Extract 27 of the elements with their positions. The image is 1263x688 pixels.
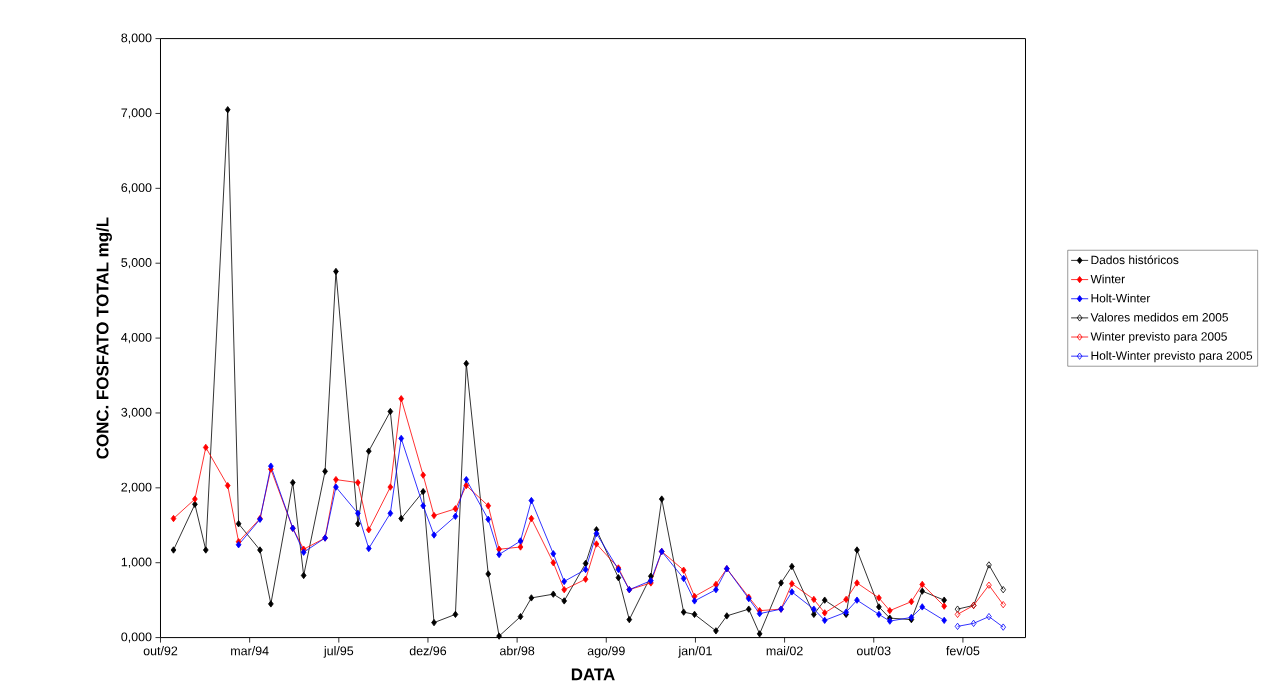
legend-label: Winter (1090, 274, 1125, 284)
y-axis-title: CONC. FOSFATO TOTAL mg/L (96, 217, 112, 459)
y-tick-label: 7,000 (121, 108, 152, 119)
legend-label: Valores medidos em 2005 (1090, 312, 1228, 322)
legend-label: Winter previsto para 2005 (1090, 331, 1227, 344)
x-tick-label: mar/94 (231, 646, 269, 656)
x-tick-label: jul/95 (323, 646, 354, 658)
legend-label: Dados históricos (1091, 255, 1179, 265)
y-tick-label: 0,000 (121, 632, 152, 643)
y-tick-label: 2,000 (121, 482, 152, 493)
x-tick-label: mai/02 (766, 646, 803, 656)
y-tick-label: 3,000 (121, 407, 152, 419)
y-tick-label: 5,000 (121, 258, 152, 269)
x-tick-label: fev/05 (946, 646, 980, 656)
x-tick-label: abr/98 (500, 646, 535, 656)
x-tick-label: out/03 (856, 646, 891, 656)
legend-label: Holt-Winter (1091, 293, 1151, 303)
x-tick-label: dez/96 (409, 646, 447, 656)
x-axis-title: DATA (571, 668, 615, 681)
y-tick-label: 1,000 (121, 557, 152, 568)
y-tick-label: 8,000 (121, 33, 152, 44)
x-tick-label: jan/01 (678, 646, 712, 658)
y-tick-label: 4,000 (121, 332, 152, 344)
legend-label: Holt-Winter previsto para 2005 (1091, 351, 1253, 363)
y-tick-label: 6,000 (121, 183, 152, 194)
x-tick-label: ago/99 (587, 646, 625, 658)
x-tick-label: out/92 (143, 646, 178, 656)
